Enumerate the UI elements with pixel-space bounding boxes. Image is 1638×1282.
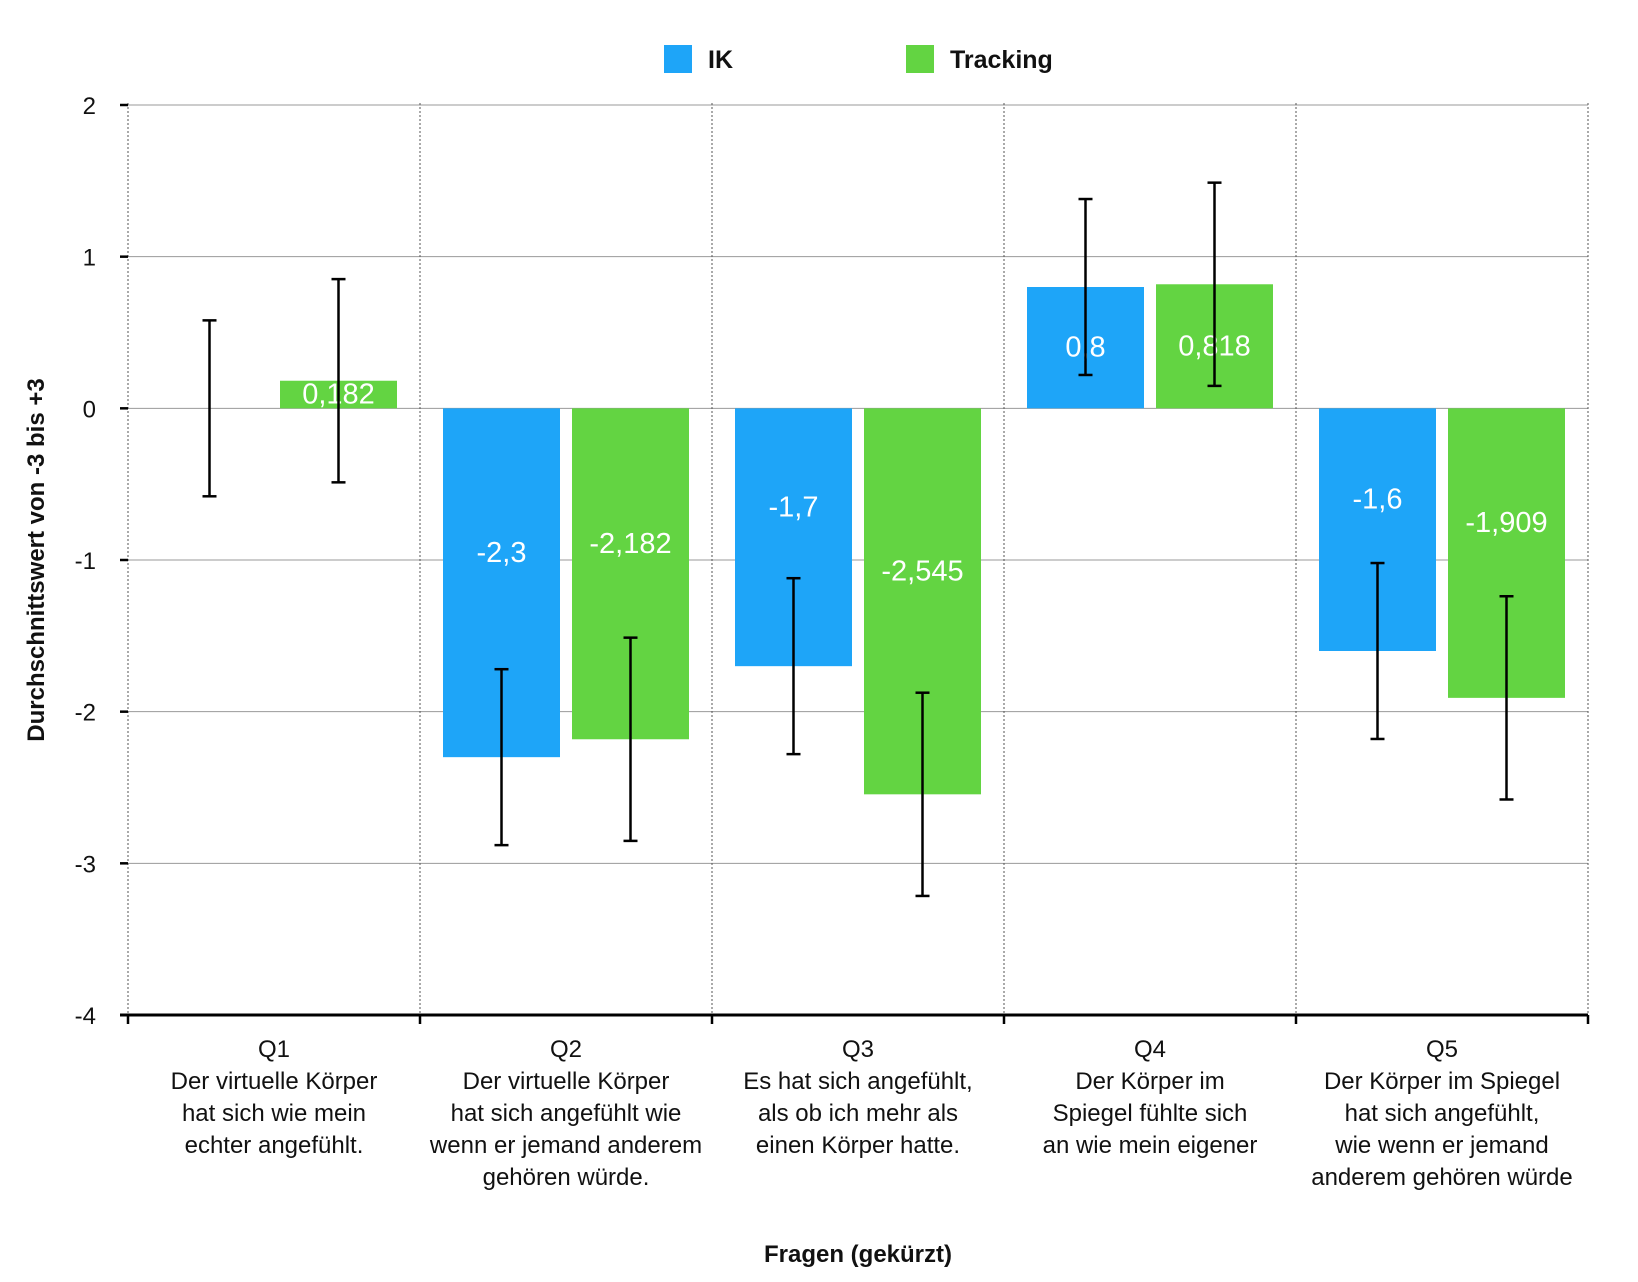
category-text-label: hat sich wie mein xyxy=(182,1100,366,1127)
category-text-label: einen Körper hatte. xyxy=(756,1132,960,1159)
legend-swatch-tracking xyxy=(906,45,934,73)
category-text-label: Der Körper im xyxy=(1075,1068,1224,1095)
category-text-label: Der virtuelle Körper xyxy=(171,1068,378,1095)
legend-label: IK xyxy=(708,46,733,74)
y-tick-label: -1 xyxy=(75,548,96,575)
data-label: -2,545 xyxy=(881,555,963,587)
y-tick-label: -3 xyxy=(75,851,96,878)
category-text-label: Es hat sich angefühlt, xyxy=(743,1068,972,1095)
category-id-label: Q5 xyxy=(1426,1036,1458,1063)
legend: IK Tracking xyxy=(664,45,1053,74)
axes: 2 1 0 -1 -2 -3 -4 Q1 Der virtuelle Körper hat sic… xyxy=(75,93,1590,1191)
category-text-label: Spiegel fühlte sich xyxy=(1053,1100,1248,1127)
data-label: -2,182 xyxy=(589,528,671,560)
error-bars xyxy=(202,181,1514,898)
legend-label: Tracking xyxy=(950,46,1053,74)
category-id-label: Q2 xyxy=(550,1036,582,1063)
data-label: -1,7 xyxy=(769,491,819,523)
data-label: -2,3 xyxy=(477,537,527,569)
category-id-label: Q1 xyxy=(258,1036,290,1063)
data-label: -1,909 xyxy=(1465,507,1547,539)
category-text-label: hat sich angefühlt wie xyxy=(451,1100,682,1127)
legend-swatch-ik xyxy=(664,45,692,73)
y-tick-label: 0 xyxy=(83,396,96,423)
x-axis-title: Fragen (gekürzt) xyxy=(764,1241,952,1268)
y-tick-label: -4 xyxy=(75,1003,96,1030)
category-text-label: als ob ich mehr als xyxy=(758,1100,958,1127)
category-text-label: Der virtuelle Körper xyxy=(463,1068,670,1095)
category-id-label: Q3 xyxy=(842,1036,874,1063)
y-tick-label: 2 xyxy=(83,93,96,120)
category-text-label: anderem gehören würde xyxy=(1311,1164,1573,1191)
y-tick-label: -2 xyxy=(75,700,96,727)
category-text-label: wenn er jemand anderem xyxy=(429,1132,702,1159)
y-axis-title: Durchschnittswert von -3 bis +3 xyxy=(23,378,50,741)
category-text-label: gehören würde. xyxy=(483,1164,650,1191)
y-tick-label: 1 xyxy=(83,245,96,272)
category-text-label: echter angefühlt. xyxy=(185,1132,364,1159)
category-id-label: Q4 xyxy=(1134,1036,1166,1063)
category-text-label: an wie mein eigener xyxy=(1043,1132,1258,1159)
category-text-label: wie wenn er jemand xyxy=(1334,1132,1548,1159)
category-text-label: Der Körper im Spiegel xyxy=(1324,1068,1560,1095)
category-text-label: hat sich angefühlt, xyxy=(1345,1100,1540,1127)
data-label: -1,6 xyxy=(1353,484,1403,516)
